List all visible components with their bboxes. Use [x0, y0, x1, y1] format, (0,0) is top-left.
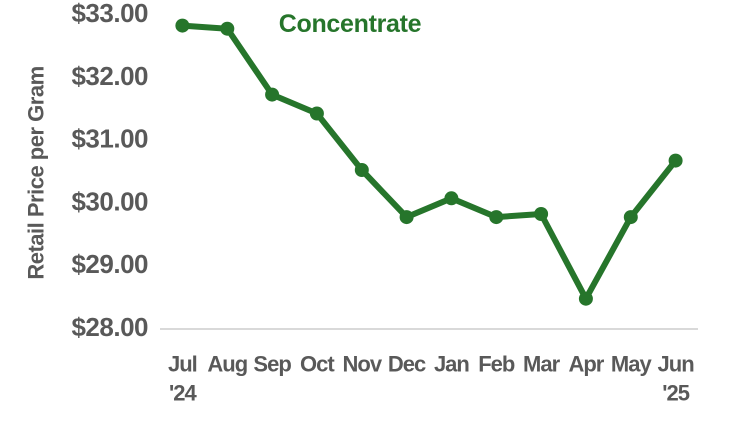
y-tick-label: $30.00	[71, 186, 148, 216]
x-tick-label: Dec	[388, 352, 426, 377]
data-point-marker	[175, 18, 190, 33]
x-tick-year-label: '24	[169, 381, 197, 406]
x-tick-label: Mar	[523, 352, 561, 377]
x-tick-label: Feb	[478, 352, 515, 377]
y-tick-label: $29.00	[71, 249, 148, 279]
y-tick-label: $28.00	[71, 312, 148, 342]
data-point-marker	[220, 21, 235, 36]
data-point-marker	[309, 106, 324, 121]
x-tick-label: Jul	[168, 352, 197, 377]
data-point-marker	[354, 163, 369, 177]
x-tick-label: Oct	[300, 352, 335, 377]
x-tick-label: Nov	[343, 352, 383, 377]
data-point-marker	[534, 207, 549, 221]
y-tick-label: $33.00	[71, 0, 148, 28]
x-tick-label: Aug	[207, 352, 247, 377]
y-tick-label: $32.00	[71, 61, 148, 91]
x-tick-label: Sep	[253, 352, 291, 377]
series-line-group	[175, 18, 683, 306]
x-tick-labels: Jul Aug Sep Oct Nov Dec Jan Feb Mar Apr May Jun '24 '…	[168, 352, 695, 406]
data-point-marker	[668, 153, 683, 168]
data-point-marker	[265, 87, 280, 102]
data-point-marker	[623, 210, 638, 225]
series-line	[179, 22, 679, 302]
y-tick-labels: $33.00 $32.00 $31.00 $30.00 $29.00 $28.00	[71, 0, 148, 342]
y-axis-title: Retail Price per Gram	[24, 66, 49, 279]
x-tick-label: Apr	[568, 352, 604, 377]
x-tick-label: May	[611, 352, 653, 377]
data-point-marker	[444, 191, 459, 206]
x-tick-label: Jun	[658, 352, 695, 377]
x-tick-year-label: '25	[662, 381, 689, 406]
data-point-marker	[578, 291, 593, 306]
data-point-marker	[399, 210, 414, 225]
data-point-marker	[489, 210, 504, 225]
y-tick-label: $31.00	[71, 124, 148, 154]
x-tick-label: Jan	[434, 352, 469, 377]
chart-title: Concentrate	[279, 10, 422, 38]
